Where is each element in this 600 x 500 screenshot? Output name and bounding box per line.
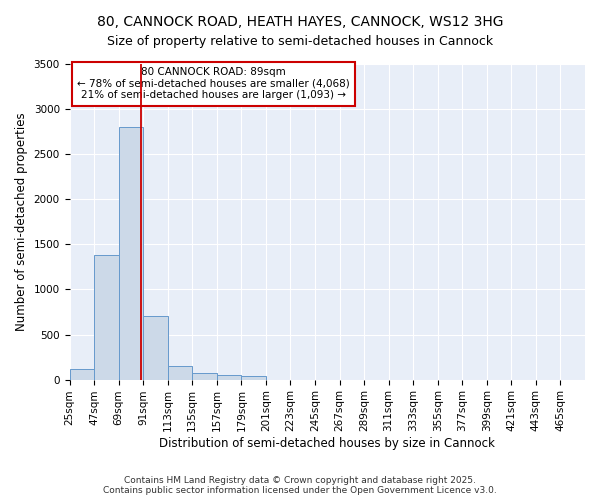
Bar [168, 366, 192, 380]
Text: 80, CANNOCK ROAD, HEATH HAYES, CANNOCK, WS12 3HG: 80, CANNOCK ROAD, HEATH HAYES, CANNOCK, … [97, 15, 503, 29]
Bar [119, 127, 143, 380]
Text: 80 CANNOCK ROAD: 89sqm
← 78% of semi-detached houses are smaller (4,068)
21% of : 80 CANNOCK ROAD: 89sqm ← 78% of semi-det… [77, 67, 350, 100]
Bar [217, 375, 241, 380]
Bar [70, 369, 94, 380]
Text: Contains HM Land Registry data © Crown copyright and database right 2025.
Contai: Contains HM Land Registry data © Crown c… [103, 476, 497, 495]
Y-axis label: Number of semi-detached properties: Number of semi-detached properties [15, 112, 28, 331]
Bar [241, 376, 266, 380]
Bar [192, 373, 217, 380]
Text: Size of property relative to semi-detached houses in Cannock: Size of property relative to semi-detach… [107, 35, 493, 48]
X-axis label: Distribution of semi-detached houses by size in Cannock: Distribution of semi-detached houses by … [160, 437, 495, 450]
Bar [143, 316, 168, 380]
Bar [94, 255, 119, 380]
